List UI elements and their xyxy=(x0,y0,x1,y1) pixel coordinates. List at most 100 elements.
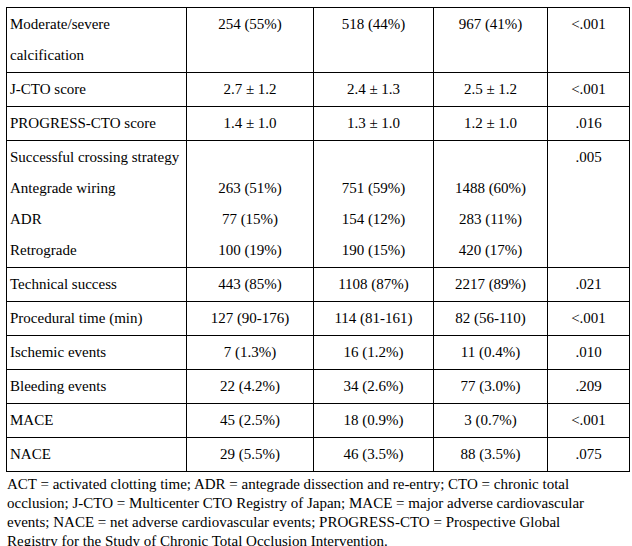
table-row-progress-cto-score: PROGRESS-CTO score1.4 ± 1.01.3 ± 1.01.2 … xyxy=(7,107,630,141)
cell-line: 18 (0.9%) xyxy=(317,405,430,436)
cell-line: 263 (51%) xyxy=(190,173,310,204)
cell-line: .010 xyxy=(551,337,626,368)
document-page: Moderate/severecalcification254 (55%)518… xyxy=(0,0,632,546)
value-cell: 7 (1.3%) xyxy=(187,336,314,370)
cell-line: 77 (15%) xyxy=(190,204,310,235)
value-cell: 1488 (60%)283 (11%)420 (17%) xyxy=(434,141,548,268)
value-cell: 77 (3.0%) xyxy=(434,370,548,404)
cell-line: .075 xyxy=(551,439,626,470)
value-cell: 3 (0.7%) xyxy=(434,404,548,438)
cell-line: 82 (56-110) xyxy=(437,303,544,334)
cell-line: calcification xyxy=(10,40,183,71)
cell-line: 29 (5.5%) xyxy=(190,439,310,470)
cell-line: 190 (15%) xyxy=(317,235,430,266)
p-value-cell: .209 xyxy=(548,370,630,404)
value-cell: 82 (56-110) xyxy=(434,302,548,336)
row-label-cell: Successful crossing strategyAntegrade wi… xyxy=(7,141,187,268)
cell-line: 751 (59%) xyxy=(317,173,430,204)
cell-line: .021 xyxy=(551,269,626,300)
cell-line xyxy=(190,142,310,173)
cell-line: NACE xyxy=(10,439,183,470)
value-cell: 263 (51%)77 (15%)100 (19%) xyxy=(187,141,314,268)
cell-line: J-CTO score xyxy=(10,74,183,105)
p-value-cell: <.001 xyxy=(548,8,630,73)
value-cell: 1.4 ± 1.0 xyxy=(187,107,314,141)
row-label-cell: MACE xyxy=(7,404,187,438)
cell-line: Retrograde xyxy=(10,235,183,266)
cell-line: 2.7 ± 1.2 xyxy=(190,74,310,105)
row-label-cell: J-CTO score xyxy=(7,73,187,107)
value-cell: 443 (85%) xyxy=(187,268,314,302)
cell-line: ADR xyxy=(10,204,183,235)
value-cell: 751 (59%)154 (12%)190 (15%) xyxy=(314,141,434,268)
cell-line: 45 (2.5%) xyxy=(190,405,310,436)
value-cell: 46 (3.5%) xyxy=(314,438,434,472)
value-cell: 1.2 ± 1.0 xyxy=(434,107,548,141)
table-row-nace: NACE29 (5.5%)46 (3.5%)88 (3.5%).075 xyxy=(7,438,630,472)
p-value-cell: .010 xyxy=(548,336,630,370)
table-footnote: ACT = activated clotting time; ADR = ant… xyxy=(6,475,629,546)
footnote-line: Registry for the Study of Chronic Total … xyxy=(7,532,629,546)
table-row-j-cto-score: J-CTO score2.7 ± 1.22.4 ± 1.32.5 ± 1.2<.… xyxy=(7,73,630,107)
cell-line: 7 (1.3%) xyxy=(190,337,310,368)
cell-line: Antegrade wiring xyxy=(10,173,183,204)
value-cell: 1.3 ± 1.0 xyxy=(314,107,434,141)
cell-line: Ischemic events xyxy=(10,337,183,368)
cell-line: 34 (2.6%) xyxy=(317,371,430,402)
cell-line: Successful crossing strategy xyxy=(10,142,183,173)
row-label-cell: Bleeding events xyxy=(7,370,187,404)
value-cell: 518 (44%) xyxy=(314,8,434,73)
cell-line: .016 xyxy=(551,108,626,139)
p-value-cell: <.001 xyxy=(548,302,630,336)
value-cell: 2.4 ± 1.3 xyxy=(314,73,434,107)
value-cell: 127 (90-176) xyxy=(187,302,314,336)
cell-line: PROGRESS-CTO score xyxy=(10,108,183,139)
p-value-cell: .016 xyxy=(548,107,630,141)
table-row-procedural-time: Procedural time (min)127 (90-176)114 (81… xyxy=(7,302,630,336)
value-cell: 114 (81-161) xyxy=(314,302,434,336)
table-row-successful-crossing-strategy: Successful crossing strategyAntegrade wi… xyxy=(7,141,630,268)
p-value-cell: <.001 xyxy=(548,73,630,107)
cell-line: 443 (85%) xyxy=(190,269,310,300)
table-row-ischemic-events: Ischemic events7 (1.3%)16 (1.2%)11 (0.4%… xyxy=(7,336,630,370)
cell-line: Technical success xyxy=(10,269,183,300)
p-value-cell: .075 xyxy=(548,438,630,472)
value-cell: 967 (41%) xyxy=(434,8,548,73)
p-value-cell: <.001 xyxy=(548,404,630,438)
cell-line xyxy=(317,142,430,173)
row-label-cell: Technical success xyxy=(7,268,187,302)
value-cell: 1108 (87%) xyxy=(314,268,434,302)
row-label-cell: Ischemic events xyxy=(7,336,187,370)
p-value-cell: .005 xyxy=(548,141,630,268)
cell-line: 114 (81-161) xyxy=(317,303,430,334)
value-cell: 254 (55%) xyxy=(187,8,314,73)
cell-line: 254 (55%) xyxy=(190,9,310,40)
outcomes-table: Moderate/severecalcification254 (55%)518… xyxy=(6,7,630,472)
cell-line: 1488 (60%) xyxy=(437,173,544,204)
cell-line: 2.5 ± 1.2 xyxy=(437,74,544,105)
cell-line: 127 (90-176) xyxy=(190,303,310,334)
cell-line: 1108 (87%) xyxy=(317,269,430,300)
value-cell: 18 (0.9%) xyxy=(314,404,434,438)
footnote-line: ACT = activated clotting time; ADR = ant… xyxy=(7,475,629,494)
value-cell: 34 (2.6%) xyxy=(314,370,434,404)
cell-line: 283 (11%) xyxy=(437,204,544,235)
value-cell: 2.7 ± 1.2 xyxy=(187,73,314,107)
row-label-cell: Procedural time (min) xyxy=(7,302,187,336)
cell-line: 967 (41%) xyxy=(437,9,544,40)
row-label-cell: PROGRESS-CTO score xyxy=(7,107,187,141)
table-row-moderate-severe-calcification: Moderate/severecalcification254 (55%)518… xyxy=(7,8,630,73)
value-cell: 29 (5.5%) xyxy=(187,438,314,472)
table-row-bleeding-events: Bleeding events22 (4.2%)34 (2.6%)77 (3.0… xyxy=(7,370,630,404)
cell-line: 1.4 ± 1.0 xyxy=(190,108,310,139)
p-value-cell: .021 xyxy=(548,268,630,302)
cell-line xyxy=(437,142,544,173)
value-cell: 45 (2.5%) xyxy=(187,404,314,438)
table-body: Moderate/severecalcification254 (55%)518… xyxy=(7,8,630,472)
cell-line: 16 (1.2%) xyxy=(317,337,430,368)
cell-line: 46 (3.5%) xyxy=(317,439,430,470)
value-cell: 2217 (89%) xyxy=(434,268,548,302)
cell-line: 88 (3.5%) xyxy=(437,439,544,470)
cell-line: 1.2 ± 1.0 xyxy=(437,108,544,139)
footnote-line: occlusion; J-CTO = Multicenter CTO Regis… xyxy=(7,494,629,513)
